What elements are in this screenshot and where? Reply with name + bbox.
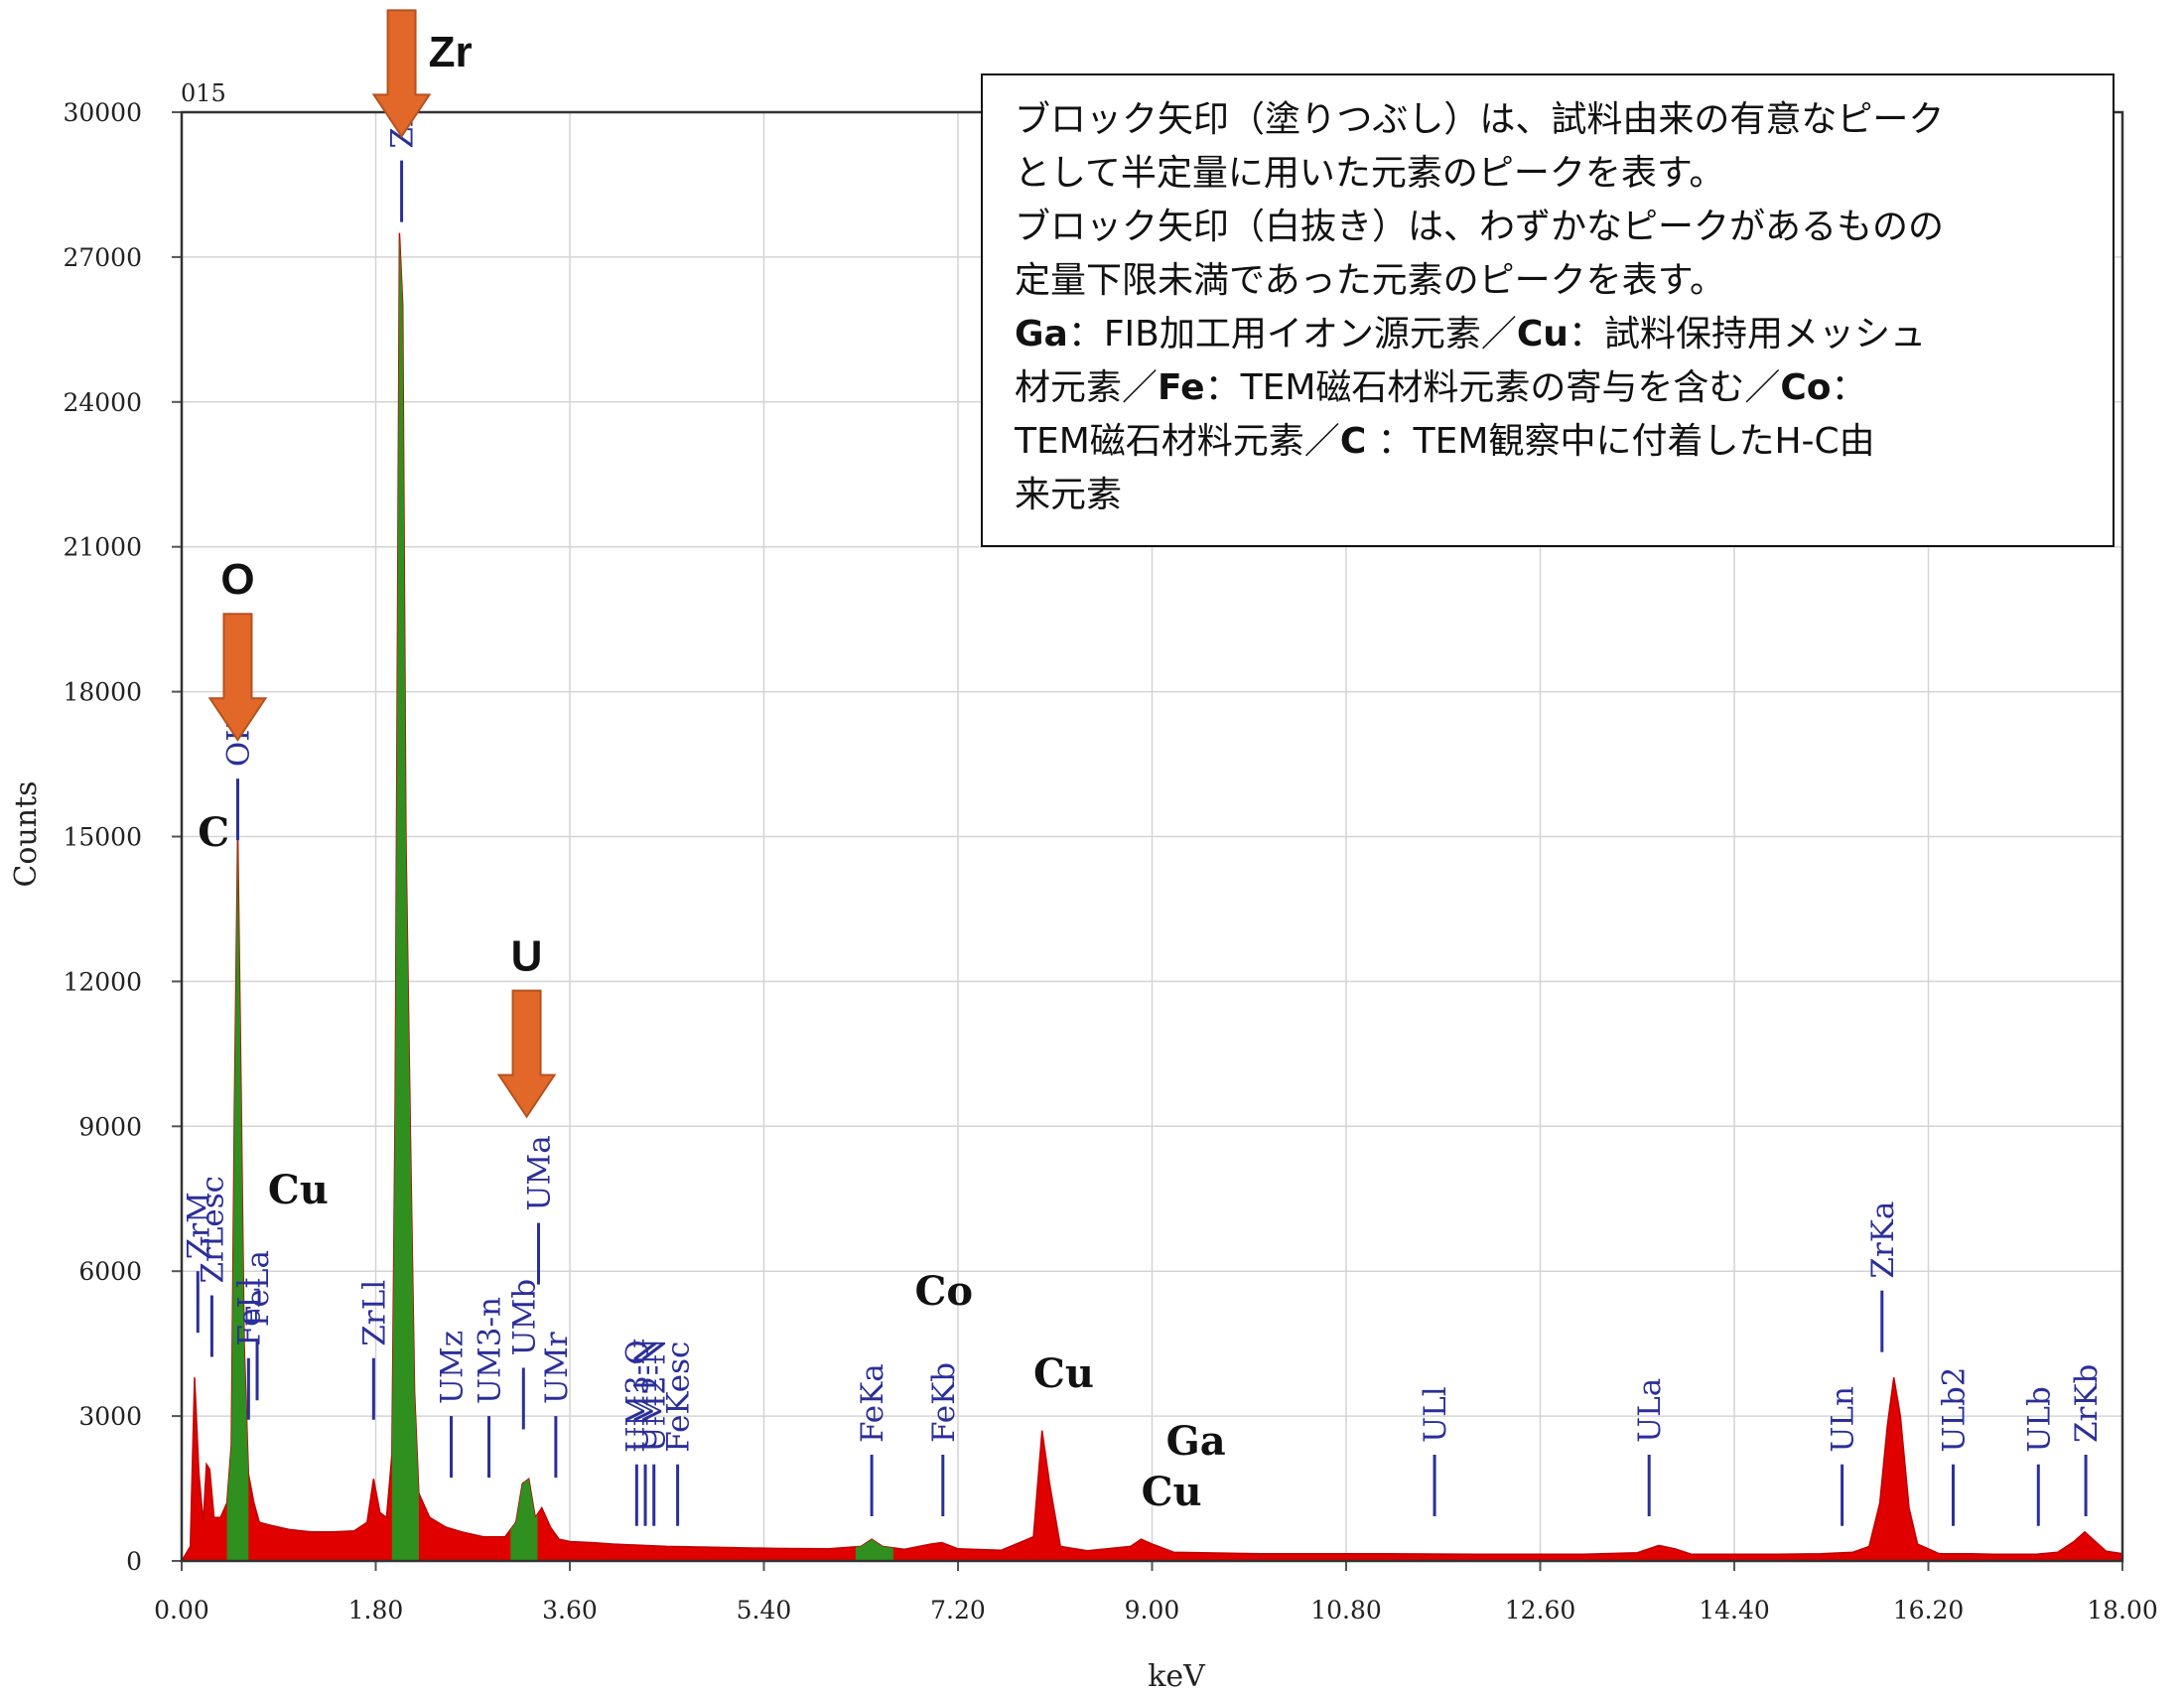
note-co-text: ： bbox=[1831, 367, 1867, 408]
element-label-cu: Cu bbox=[1142, 1469, 1202, 1515]
line-marker-label: ZrKa bbox=[1865, 1201, 1901, 1279]
y-tick-label: 6000 bbox=[78, 1257, 142, 1286]
arrow-u bbox=[496, 989, 557, 1119]
line-marker-label: UMb bbox=[506, 1279, 542, 1356]
y-tick-label: 15000 bbox=[63, 823, 142, 852]
line-marker-label: UM1-N bbox=[628, 1339, 664, 1453]
y-tick-label: 0 bbox=[126, 1547, 142, 1576]
note-c: C bbox=[1339, 421, 1367, 462]
line-marker-label: FeKa bbox=[855, 1363, 890, 1443]
note-fe-text: ：TEM磁石材料元素の寄与を含む／ bbox=[1204, 367, 1781, 408]
spectrum-fill bbox=[180, 232, 2123, 1562]
arrow-label-o: O bbox=[220, 555, 254, 604]
line-marker-label: FeLa bbox=[240, 1250, 276, 1327]
note-line-5: Ga：FIB加工用イオン源元素／Cu：試料保持用メッシュ bbox=[1015, 308, 2087, 361]
arrow-zr bbox=[371, 9, 432, 139]
note-line-2: として半定量に用いた元素のピークを表す。 bbox=[1015, 153, 1725, 194]
x-tick-label: 0.00 bbox=[154, 1596, 209, 1624]
x-tick-label: 14.40 bbox=[1699, 1596, 1770, 1624]
spectrum-area bbox=[180, 232, 2123, 1562]
highlight-peak-fe bbox=[855, 1539, 893, 1561]
arrow-o bbox=[207, 613, 268, 743]
line-marker-label: ULb2 bbox=[1936, 1366, 1972, 1452]
x-tick-label: 3.60 bbox=[542, 1596, 598, 1624]
y-tick-label: 12000 bbox=[63, 967, 142, 996]
arrow-label-u: U bbox=[511, 932, 543, 981]
sample-id: 015 bbox=[181, 79, 226, 107]
highlight-peak-zr bbox=[391, 232, 419, 1562]
x-tick-label: 12.60 bbox=[1505, 1596, 1576, 1624]
note-cu-text: ：試料保持用メッシュ bbox=[1568, 314, 1926, 354]
x-tick-label: 10.80 bbox=[1310, 1596, 1382, 1624]
x-tick-label: 16.20 bbox=[1893, 1596, 1965, 1624]
line-markers: ZrMZrLescFeLlFeLaOKaZrLlZrLaUMzUM3-nUMbU… bbox=[181, 73, 2105, 1526]
line-marker-label: FeKesc bbox=[661, 1342, 697, 1453]
x-tick-label: 7.20 bbox=[930, 1596, 986, 1624]
note-line-7: TEM磁石材料元素／C ：TEM観察中に付着したH-C由 bbox=[1015, 415, 2087, 469]
line-marker-label: UMz bbox=[435, 1331, 471, 1404]
x-axis-title: keV bbox=[1148, 1659, 1206, 1694]
line-marker-label: UMa bbox=[522, 1135, 558, 1210]
note-cu: Cu bbox=[1516, 314, 1569, 354]
y-tick-label: 21000 bbox=[63, 533, 142, 562]
element-label-c: C bbox=[198, 809, 229, 856]
note-c-text: ：TEM観察中に付着したH-C由 bbox=[1366, 421, 1875, 462]
y-tick-label: 18000 bbox=[63, 678, 142, 707]
note-line6-a: 材元素／ bbox=[1015, 367, 1159, 408]
note-line-8: 来元素 bbox=[1015, 475, 1123, 515]
element-label-cu: Cu bbox=[1033, 1350, 1094, 1397]
note-line-4: 定量下限未満であった元素のピークを表す。 bbox=[1015, 260, 1726, 301]
highlight-peak-o bbox=[226, 831, 249, 1561]
line-marker-label: FeLl bbox=[231, 1278, 267, 1346]
line-marker-label: UM3-O bbox=[619, 1340, 655, 1452]
y-tick-label: 9000 bbox=[78, 1112, 142, 1141]
y-axis-title: Counts bbox=[9, 780, 44, 887]
element-label-ga: Ga bbox=[1166, 1418, 1226, 1465]
highlight-peak-u bbox=[510, 1479, 538, 1561]
x-tick-label: 18.00 bbox=[2087, 1596, 2158, 1624]
note-co: Co bbox=[1780, 367, 1832, 408]
line-marker-label: FeKb bbox=[926, 1362, 962, 1443]
line-marker-label: ZrM bbox=[181, 1192, 216, 1259]
x-tick-label: 5.40 bbox=[737, 1596, 792, 1624]
note-fe: Fe bbox=[1158, 367, 1205, 408]
line-marker-label: ZrLesc bbox=[195, 1176, 230, 1284]
line-marker-label: UM2-N bbox=[637, 1339, 673, 1453]
line-marker-label: ZrKb bbox=[2069, 1364, 2105, 1443]
line-marker-label: UM3-n bbox=[473, 1297, 508, 1404]
y-tick-label: 27000 bbox=[63, 243, 142, 272]
y-tick-label: 24000 bbox=[63, 388, 142, 417]
note-ga: Ga bbox=[1015, 314, 1068, 354]
note-ga-text: ：FIB加工用イオン源元素／ bbox=[1067, 314, 1517, 354]
note-line7-a: TEM磁石材料元素／ bbox=[1015, 421, 1340, 462]
line-marker-label: ULa bbox=[1632, 1378, 1668, 1443]
note-line-3: ブロック矢印（白抜き）は、わずかなピークがあるものの bbox=[1015, 207, 1945, 247]
note-line-6: 材元素／Fe：TEM磁石材料元素の寄与を含む／Co： bbox=[1015, 361, 2087, 415]
y-tick-label: 3000 bbox=[78, 1402, 142, 1431]
x-tick-label: 1.80 bbox=[348, 1596, 404, 1624]
x-tick-label: 9.00 bbox=[1125, 1596, 1180, 1624]
y-tick-label: 30000 bbox=[63, 98, 142, 127]
x-tick-labels: 0.00 1.80 3.60 5.40 7.20 9.00 10.80 12.60 14.40 1… bbox=[154, 1596, 2158, 1624]
element-arrows: Zr O U bbox=[207, 9, 557, 1119]
arrow-label-zr: Zr bbox=[429, 28, 473, 76]
line-marker-label: ULl bbox=[1418, 1386, 1453, 1443]
y-tick-labels: 0 3000 6000 9000 12000 15000 18000 21000 24000 27… bbox=[63, 98, 142, 1576]
line-marker-label: ULn bbox=[1826, 1386, 1861, 1453]
element-label-co: Co bbox=[915, 1268, 974, 1315]
line-marker-label: UMr bbox=[539, 1332, 575, 1404]
element-label-cu: Cu bbox=[268, 1167, 329, 1213]
legend-note-box: ブロック矢印（塗りつぶし）は、試料由来の有意なピーク として半定量に用いた元素の… bbox=[981, 73, 2115, 547]
note-line-1: ブロック矢印（塗りつぶし）は、試料由来の有意なピーク bbox=[1015, 99, 1945, 140]
line-marker-label: ULb bbox=[2021, 1386, 2057, 1453]
line-marker-label: ZrLl bbox=[356, 1280, 392, 1346]
